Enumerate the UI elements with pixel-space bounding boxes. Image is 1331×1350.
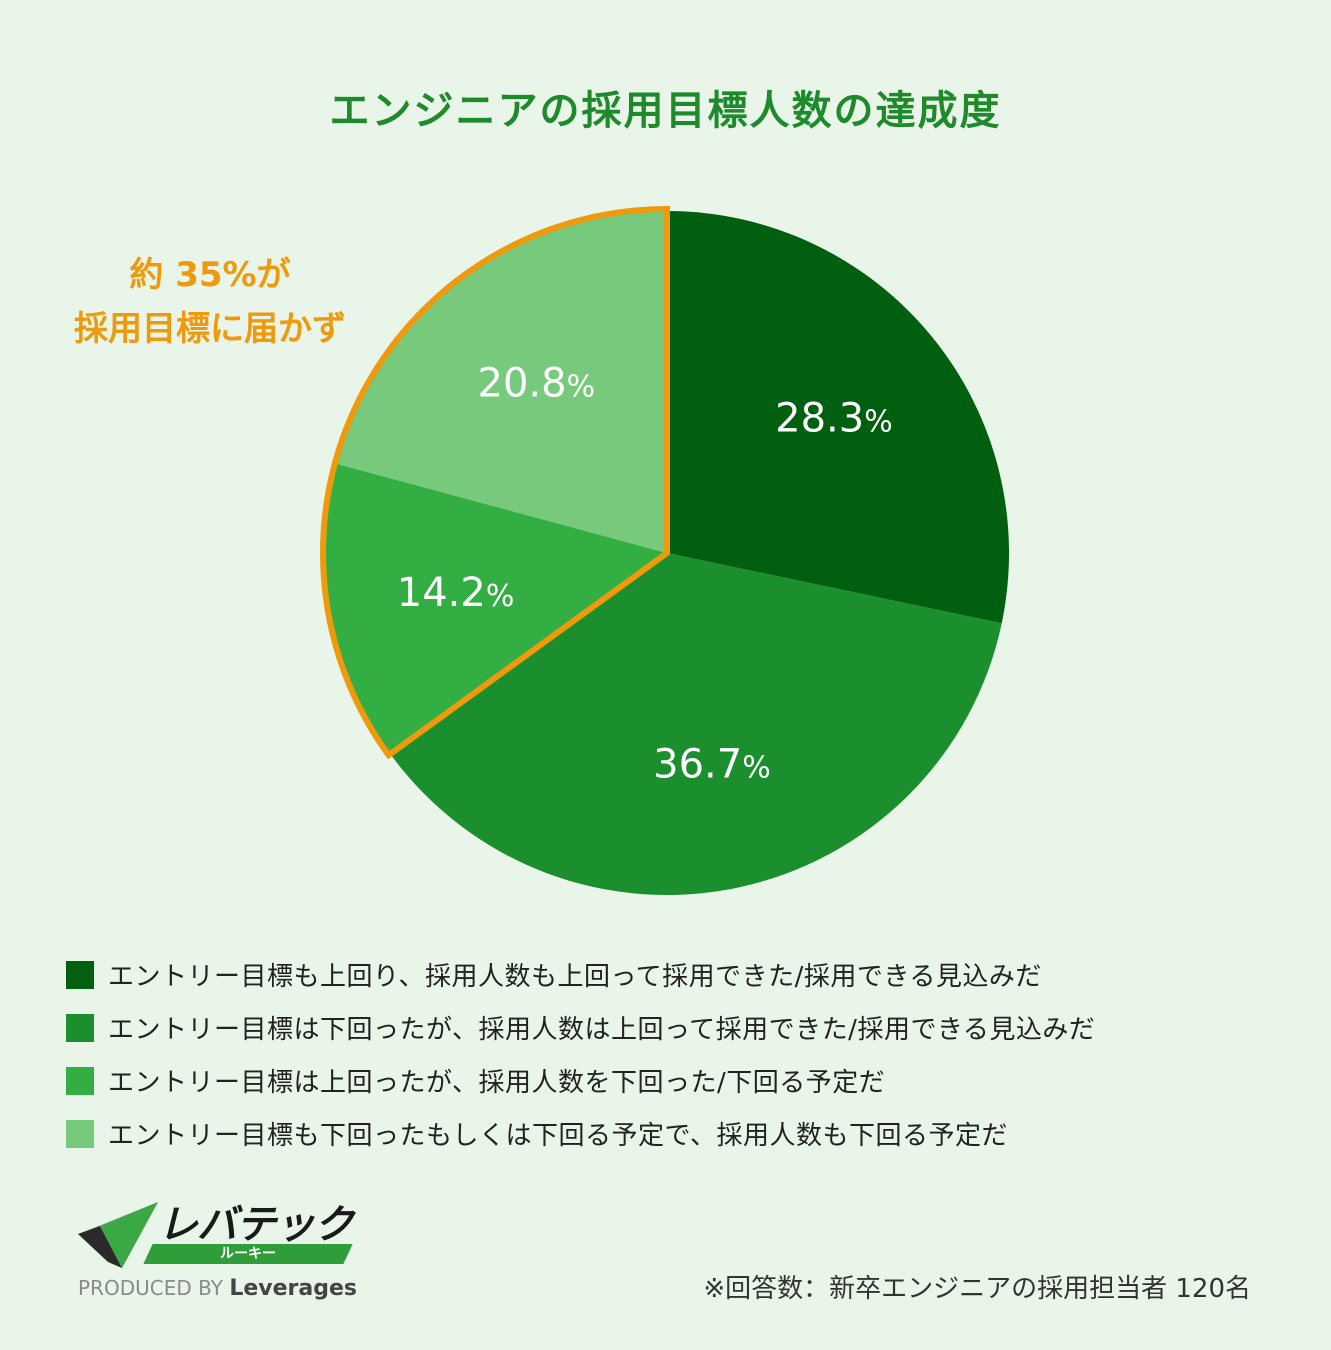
pie-slice-3 (325, 463, 667, 755)
pie-slices (325, 211, 1009, 895)
slice-label-2: 36.7% (653, 741, 771, 787)
legend-swatch (66, 1066, 94, 1095)
brand-name: レバテック (158, 1202, 354, 1248)
legend-swatch (66, 960, 94, 989)
highlight-outline (320, 205, 670, 760)
legend-swatch (66, 1013, 94, 1042)
chart-title: エンジニアの採用目標人数の達成度 (329, 88, 1002, 134)
callout-line-2: 採用目標に届かず (74, 309, 346, 349)
callout-line-1: 約 35%が (129, 255, 291, 295)
legend-label: エントリー目標も上回り、採用人数も上回って採用できた/採用できる見込みだ (108, 962, 1042, 992)
brand-sub-label: ルーキー (220, 1246, 276, 1262)
produced-by-label: PRODUCED BY (78, 1276, 223, 1300)
sample-note: ※回答数：新卒エンジニアの採用担当者 120名 (703, 1274, 1251, 1304)
pie-slice-1 (667, 211, 1009, 624)
pie-slice-4 (336, 211, 667, 553)
legend-label: エントリー目標も下回ったもしくは下回る予定で、採用人数も下回る予定だ (108, 1121, 1008, 1151)
legend-item-2: エントリー目標は下回ったが、採用人数は上回って採用できた/採用できる見込みだ (66, 1001, 1095, 1054)
legend-item-3: エントリー目標は上回ったが、採用人数を下回った/下回る予定だ (66, 1054, 1095, 1107)
legend-item-4: エントリー目標も下回ったもしくは下回る予定で、採用人数も下回る予定だ (66, 1107, 1095, 1160)
callout-annotation: 約 35%が 採用目標に届かず (30, 248, 390, 356)
pie-labels: 28.3% 36.7% 14.2% 20.8% (397, 360, 893, 787)
legend: エントリー目標も上回り、採用人数も上回って採用できた/採用できる見込みだ エントリ… (66, 948, 1095, 1160)
slice-label-4: 20.8% (478, 360, 596, 406)
levtech-rookie-logo: レバテック ルーキー PRODUCED BY Leverages (78, 1196, 368, 1306)
brand-sub-bar: ルーキー (143, 1244, 353, 1264)
pie-slice-2 (390, 553, 1002, 895)
legend-swatch (66, 1119, 94, 1148)
slice-label-3: 14.2% (397, 570, 515, 616)
checkmark-icon (78, 1202, 158, 1268)
produced-by: PRODUCED BY Leverages (78, 1276, 357, 1301)
legend-label: エントリー目標は下回ったが、採用人数は上回って採用できた/採用できる見込みだ (108, 1015, 1096, 1045)
slice-label-1: 28.3% (775, 396, 893, 442)
legend-item-1: エントリー目標も上回り、採用人数も上回って採用できた/採用できる見込みだ (66, 948, 1095, 1001)
pie-chart: 28.3% 36.7% 14.2% 20.8% (320, 205, 1009, 895)
company-name: Leverages (229, 1276, 357, 1301)
legend-label: エントリー目標は上回ったが、採用人数を下回った/下回る予定だ (108, 1068, 886, 1098)
